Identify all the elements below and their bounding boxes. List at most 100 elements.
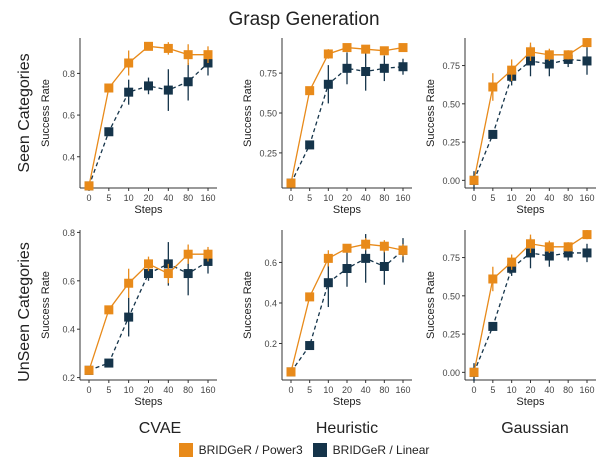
- data-point: [183, 249, 193, 259]
- data-point: [582, 230, 592, 240]
- y-tick-label: 0.00: [442, 368, 460, 378]
- data-point: [323, 278, 333, 288]
- panel-seen-categories-cvae: 0.4 0.6 0.8 0 5 10 20 40 80 160 Steps Success Rate: [40, 38, 217, 216]
- x-tick-label: 40: [361, 385, 371, 395]
- x-tick-label: 20: [342, 193, 352, 203]
- data-point: [379, 46, 389, 56]
- data-point: [488, 274, 498, 284]
- x-tick-label: 80: [183, 385, 193, 395]
- series-line: [473, 252, 587, 373]
- y-tick-label: 0.8: [62, 228, 75, 238]
- x-tick-label: 160: [579, 385, 594, 395]
- x-tick-label: 5: [307, 385, 312, 395]
- legend-label-power3: BRIDGeR / Power3: [198, 443, 303, 457]
- data-point: [203, 50, 213, 60]
- x-tick-label: 40: [163, 385, 173, 395]
- y-axis-label: Success Rate: [425, 271, 437, 339]
- y-tick-label: 0.50: [259, 109, 277, 119]
- data-point: [305, 86, 315, 96]
- legend-item-linear: BRIDGeR / Linear: [312, 443, 429, 457]
- data-point: [305, 140, 315, 150]
- data-point: [124, 278, 134, 288]
- x-tick-label: 0: [86, 193, 91, 203]
- data-point: [526, 239, 535, 249]
- x-tick-label: 40: [163, 193, 173, 203]
- y-axis-label: Success Rate: [425, 79, 437, 147]
- panel-seen-categories-gaussian: 0.00 0.25 0.50 0.75 0 5 10 20 40 80 160 Steps Succes…: [425, 38, 596, 216]
- series-line: [88, 45, 208, 187]
- x-tick-label: 0: [86, 385, 91, 395]
- x-axis-label: Steps: [516, 204, 545, 216]
- x-axis-label: Steps: [333, 396, 362, 408]
- data-point: [361, 253, 371, 263]
- x-tick-label: 0: [471, 385, 476, 395]
- data-point: [342, 63, 352, 73]
- series-linear: [469, 45, 592, 190]
- data-point: [144, 81, 153, 91]
- data-point: [124, 58, 134, 68]
- data-point: [163, 269, 173, 279]
- x-tick-label: 10: [507, 193, 517, 203]
- x-tick-label: 160: [200, 193, 215, 203]
- x-tick-label: 10: [323, 193, 333, 203]
- data-point: [544, 242, 554, 252]
- data-point: [398, 43, 408, 53]
- x-tick-label: 10: [323, 385, 333, 395]
- data-point: [124, 312, 134, 322]
- panel-seen-categories-heuristic: 0.25 0.50 0.75 0 5 10 20 40 80 160 Steps Success Ra…: [242, 38, 412, 216]
- data-point: [379, 241, 389, 251]
- row-label-seen: Seen Categories: [16, 53, 33, 172]
- data-point: [582, 248, 592, 258]
- x-tick-label: 80: [183, 193, 193, 203]
- y-tick-label: 0.75: [442, 61, 460, 71]
- x-tick-label: 0: [471, 193, 476, 203]
- series-power3: [469, 230, 592, 377]
- x-tick-label: 5: [490, 193, 495, 203]
- data-point: [104, 358, 114, 368]
- data-point: [488, 129, 498, 139]
- figure-canvas: Grasp Generation Seen Categories UnSeen …: [16, 9, 596, 437]
- x-tick-label: 5: [106, 385, 111, 395]
- data-point: [507, 65, 517, 75]
- y-tick-label: 0.25: [442, 330, 460, 340]
- data-point: [361, 67, 371, 77]
- x-tick-label: 20: [525, 193, 535, 203]
- data-point: [286, 367, 296, 377]
- x-tick-label: 20: [143, 385, 153, 395]
- x-tick-label: 80: [563, 193, 573, 203]
- data-point: [84, 181, 94, 191]
- data-point: [144, 259, 153, 269]
- data-point: [203, 249, 213, 259]
- y-tick-label: 0.4: [62, 325, 75, 335]
- x-tick-label: 160: [395, 193, 410, 203]
- data-point: [507, 257, 517, 267]
- data-point: [582, 38, 592, 48]
- data-point: [183, 77, 193, 87]
- data-point: [469, 175, 479, 185]
- data-point: [544, 50, 554, 60]
- y-tick-label: 0.4: [62, 152, 75, 162]
- series-linear: [286, 234, 408, 377]
- legend-swatch-linear: [312, 443, 327, 457]
- data-point: [104, 127, 114, 137]
- x-tick-label: 5: [106, 193, 111, 203]
- y-tick-label: 0.2: [62, 373, 75, 383]
- x-tick-label: 20: [342, 385, 352, 395]
- x-axis-label: Steps: [134, 204, 163, 216]
- data-point: [582, 56, 592, 66]
- x-tick-label: 5: [307, 193, 312, 203]
- y-tick-label: 0.2: [264, 339, 277, 349]
- data-point: [104, 83, 114, 93]
- y-tick-label: 0.00: [442, 176, 460, 186]
- col-label-gaussian: Gaussian: [501, 420, 569, 437]
- y-tick-label: 0.50: [442, 99, 460, 109]
- series-linear: [469, 237, 592, 382]
- data-point: [379, 261, 389, 271]
- data-point: [342, 243, 352, 253]
- data-point: [342, 264, 352, 274]
- x-tick-label: 0: [288, 193, 293, 203]
- panel-unseen-categories-gaussian: 0.00 0.25 0.50 0.75 0 5 10 20 40 80 160 Steps Succes…: [425, 230, 596, 408]
- x-tick-label: 160: [579, 193, 594, 203]
- x-axis-label: Steps: [134, 396, 163, 408]
- x-axis-label: Steps: [333, 204, 362, 216]
